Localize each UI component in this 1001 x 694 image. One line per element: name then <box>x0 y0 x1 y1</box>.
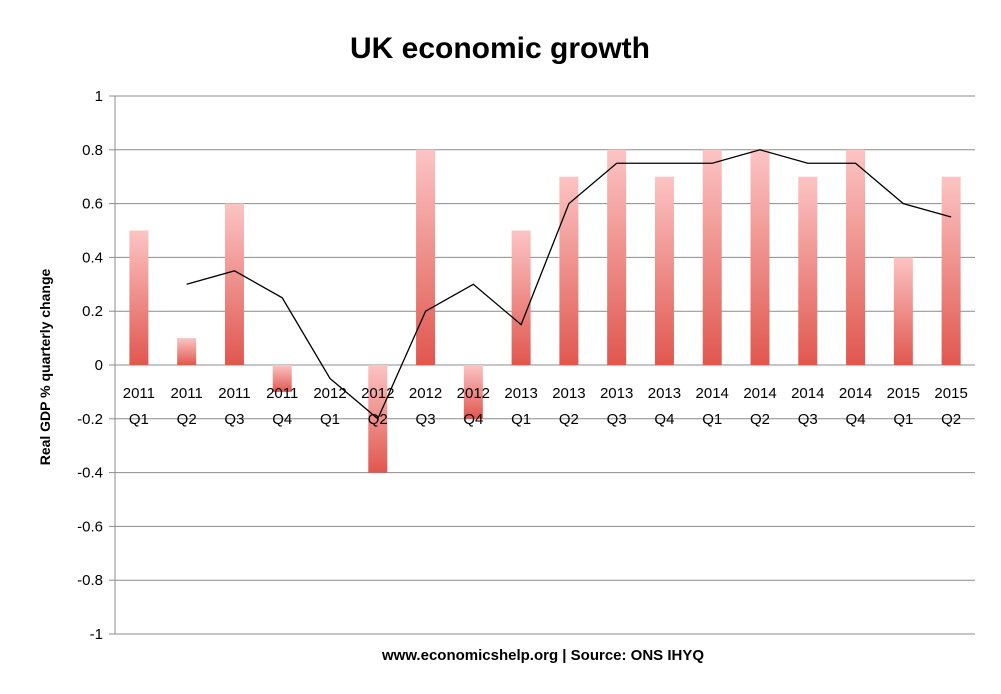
y-tick-label: 0 <box>95 357 103 374</box>
bar <box>846 149 866 365</box>
x-category-quarter: Q4 <box>846 411 866 428</box>
x-category-year: 2012 <box>361 385 394 402</box>
bar <box>559 176 579 365</box>
x-category-quarter: Q4 <box>463 411 483 428</box>
x-category-quarter: Q1 <box>511 411 531 428</box>
x-category-year: 2012 <box>409 385 442 402</box>
x-category-year: 2011 <box>171 385 203 402</box>
bar <box>702 149 722 365</box>
bar <box>607 149 627 365</box>
y-tick-label: -0.4 <box>77 465 103 482</box>
y-tick-label: 0.8 <box>82 142 103 159</box>
x-category-year: 2011 <box>218 385 250 402</box>
x-category-quarter: Q4 <box>272 411 292 428</box>
x-category-quarter: Q2 <box>941 411 961 428</box>
bar <box>224 203 244 365</box>
bar <box>416 149 436 365</box>
y-tick-label: -0.8 <box>77 572 103 589</box>
x-category-quarter: Q3 <box>798 411 818 428</box>
chart-title: UK economic growth <box>350 32 650 65</box>
gridlines <box>109 95 975 635</box>
x-category-year: 2011 <box>123 385 155 402</box>
x-category-quarter: Q1 <box>702 411 722 428</box>
y-tick-label: 0.6 <box>82 196 103 213</box>
bar <box>798 176 818 365</box>
y-tick-label: 0.2 <box>82 303 103 320</box>
x-category-quarter: Q1 <box>320 411 340 428</box>
x-category-quarter: Q1 <box>893 411 913 428</box>
y-axis-ticks: 1 0.8 0.6 0.4 0.2 0 -0.2 -0.4 -0.6 -0.8 -1 <box>77 88 103 643</box>
x-category-year: 2012 <box>457 385 490 402</box>
bar <box>177 338 197 365</box>
y-axis-title: Real GDP % quarterly change <box>37 268 53 465</box>
x-category-year: 2014 <box>791 385 824 402</box>
y-tick-label: -0.6 <box>77 518 103 535</box>
x-category-quarter: Q3 <box>607 411 627 428</box>
bar <box>941 176 961 365</box>
x-category-year: 2014 <box>743 385 776 402</box>
bar <box>893 257 913 365</box>
line-series <box>186 149 952 420</box>
bar-series <box>129 149 961 473</box>
trend-line <box>186 149 952 420</box>
x-category-quarter: Q2 <box>177 411 197 428</box>
x-category-year: 2011 <box>266 385 298 402</box>
bar <box>463 365 483 419</box>
x-category-year: 2015 <box>934 385 967 402</box>
x-category-quarter: Q2 <box>559 411 579 428</box>
x-category-year: 2014 <box>696 385 729 402</box>
x-category-year: 2015 <box>887 385 920 402</box>
source-footer: www.economicshelp.org | Source: ONS IHYQ <box>381 647 704 664</box>
x-category-quarter: Q2 <box>368 411 388 428</box>
bar <box>750 149 770 365</box>
x-category-year: 2013 <box>504 385 537 402</box>
x-category-quarter: Q1 <box>129 411 149 428</box>
x-axis-categories: 2011 Q1 2011 Q2 2011 Q3 2011 Q4 2012 Q1 2012 Q2 2012… <box>123 385 968 428</box>
x-category-year: 2013 <box>600 385 633 402</box>
x-category-quarter: Q3 <box>416 411 436 428</box>
x-category-year: 2013 <box>648 385 681 402</box>
bar <box>654 176 674 365</box>
x-category-year: 2012 <box>313 385 346 402</box>
bar <box>511 230 531 365</box>
x-category-quarter: Q4 <box>654 411 674 428</box>
y-tick-label: -0.2 <box>77 411 103 428</box>
x-category-quarter: Q2 <box>750 411 770 428</box>
x-category-year: 2014 <box>839 385 872 402</box>
y-tick-label: -1 <box>90 626 103 643</box>
bar <box>272 365 292 392</box>
y-tick-label: 0.4 <box>82 249 103 266</box>
x-category-quarter: Q3 <box>224 411 244 428</box>
x-category-year: 2013 <box>552 385 585 402</box>
bar <box>129 230 149 365</box>
y-tick-label: 1 <box>95 88 103 105</box>
